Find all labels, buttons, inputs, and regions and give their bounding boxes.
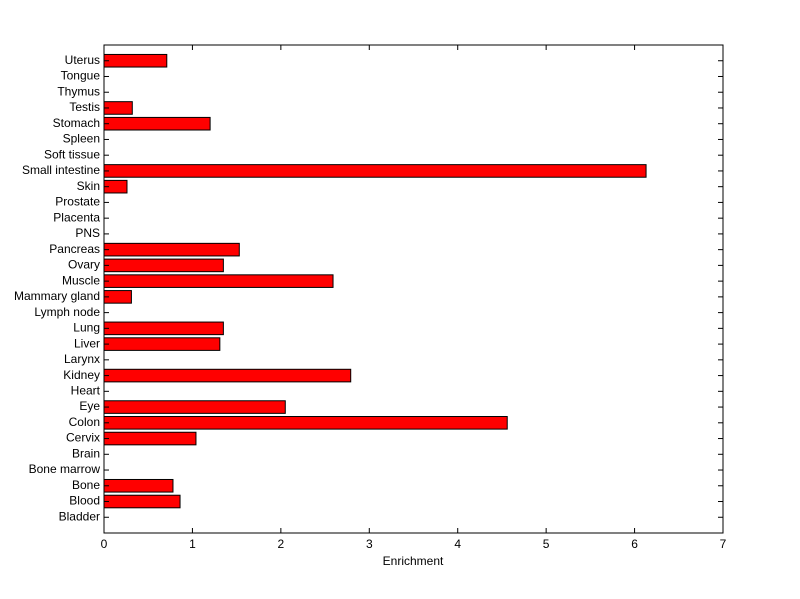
x-axis-label: Enrichment — [383, 554, 444, 568]
bar — [103, 416, 508, 430]
y-tick-label: Eye — [79, 399, 100, 413]
bar — [103, 164, 647, 178]
y-tick-label: Lymph node — [34, 305, 100, 319]
y-tick-label: Placenta — [53, 210, 100, 224]
bar — [103, 53, 168, 68]
y-tick-label: Larynx — [64, 352, 100, 366]
bar — [103, 242, 240, 257]
x-tick-label: 5 — [543, 537, 550, 551]
x-tick-label: 7 — [720, 537, 727, 551]
x-tick-label: 1 — [189, 537, 196, 551]
y-tick-label: Bladder — [59, 509, 100, 523]
y-tick-label: Thymus — [57, 84, 100, 98]
y-tick-label: Lung — [73, 321, 100, 335]
bar — [103, 368, 352, 383]
y-tick-label: Ovary — [68, 258, 100, 272]
bar — [103, 337, 221, 351]
y-tick-label: Small intestine — [22, 163, 100, 177]
bar — [103, 494, 181, 509]
x-tick-label: 3 — [366, 537, 373, 551]
y-tick-label: Soft tissue — [44, 147, 100, 161]
bar — [103, 116, 211, 131]
y-tick-label: Tongue — [61, 69, 101, 83]
y-tick-label: Liver — [74, 336, 100, 350]
y-tick-label: PNS — [75, 226, 100, 240]
x-tick-label: 0 — [101, 537, 108, 551]
x-tick-label: 2 — [278, 537, 285, 551]
bar — [103, 400, 286, 414]
y-tick-label: Kidney — [63, 368, 100, 382]
y-tick-label: Stomach — [53, 116, 100, 130]
bar — [103, 274, 334, 288]
y-tick-label: Blood — [69, 494, 100, 508]
y-tick-label: Colon — [69, 415, 100, 429]
y-tick-label: Cervix — [66, 431, 100, 445]
y-tick-label: Muscle — [62, 273, 100, 287]
bar — [103, 258, 224, 273]
y-tick-label: Bone — [72, 478, 100, 492]
y-tick-label: Testis — [69, 100, 100, 114]
bar — [103, 321, 224, 336]
y-tick-label: Skin — [77, 179, 100, 193]
y-tick-label: Uterus — [65, 53, 100, 67]
x-tick-label: 4 — [454, 537, 461, 551]
y-tick-label: Mammary gland — [14, 289, 100, 303]
y-tick-label: Brain — [72, 446, 100, 460]
bar — [103, 478, 174, 493]
bar — [103, 431, 197, 446]
x-tick-label: 6 — [631, 537, 638, 551]
y-tick-label: Prostate — [55, 195, 100, 209]
y-tick-label: Heart — [71, 383, 101, 397]
y-tick-label: Spleen — [63, 132, 100, 146]
y-tick-label: Bone marrow — [29, 462, 101, 476]
y-tick-label: Pancreas — [49, 242, 100, 256]
